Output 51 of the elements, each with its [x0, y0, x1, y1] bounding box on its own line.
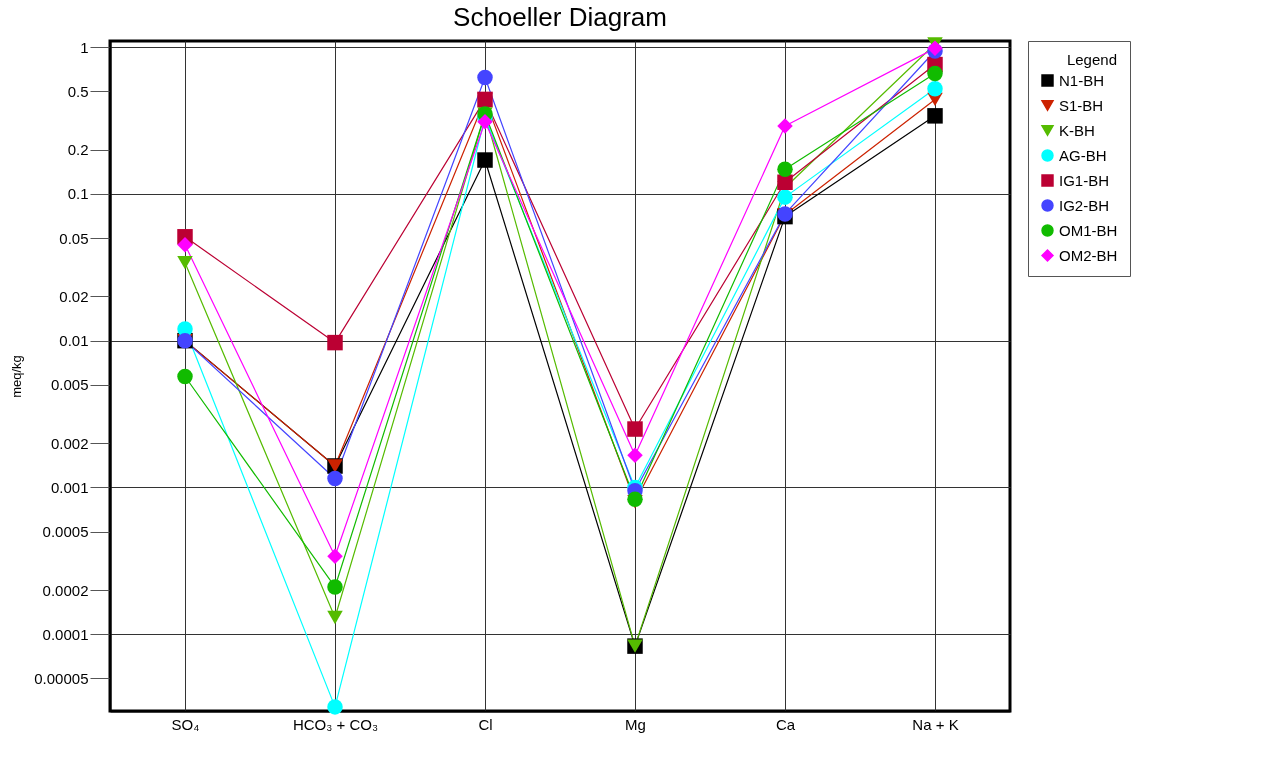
legend-label: OM1-BH — [1059, 221, 1118, 239]
y-tick-label: 0.05 — [59, 229, 89, 247]
y-axis-title: meq/kg — [9, 355, 25, 398]
point — [177, 368, 193, 385]
point — [327, 610, 343, 625]
point — [327, 470, 343, 487]
x-tick-label: HCO₃ + CO₃ — [292, 715, 379, 733]
point — [177, 255, 193, 270]
legend-label: K-BH — [1059, 121, 1095, 139]
x-tick-label: Mg — [625, 715, 646, 733]
point — [777, 118, 793, 134]
chart-title: Schoeller Diagram — [453, 2, 667, 33]
x-tick-label: Na + K — [912, 715, 959, 733]
legend-label: IG1-BH — [1059, 171, 1110, 189]
legend-title: Legend — [1066, 51, 1117, 68]
point — [177, 237, 193, 253]
y-tick-label: 0.02 — [59, 287, 89, 305]
point — [327, 548, 343, 564]
y-tick-label: 1 — [80, 38, 89, 56]
legend-label: OM2-BH — [1059, 246, 1118, 264]
point — [327, 699, 343, 715]
legend-label: IG2-BH — [1059, 196, 1110, 214]
y-tick-label: 0.00005 — [34, 669, 89, 687]
point — [477, 152, 493, 168]
point — [477, 69, 493, 86]
y-tick-label: 0.002 — [50, 434, 89, 452]
y-tick-label: 0.0002 — [42, 581, 89, 599]
point — [777, 189, 793, 205]
y-tick-label: 0.0001 — [42, 625, 89, 643]
point — [927, 108, 943, 124]
x-tick-label: Ca — [775, 715, 796, 733]
legend-label: AG-BH — [1059, 146, 1107, 164]
point — [477, 113, 493, 130]
y-tick-label: 0.2 — [67, 141, 89, 159]
y-tick-label: 0.005 — [50, 376, 89, 394]
point — [777, 161, 793, 178]
y-tick-label: 0.01 — [59, 332, 89, 350]
x-tick-label: SO₄ — [171, 715, 200, 733]
y-tick-label: 0.0005 — [42, 523, 89, 541]
point — [927, 81, 943, 97]
y-tick-label: 0.1 — [67, 185, 89, 203]
legend-label: N1-BH — [1059, 71, 1105, 89]
y-tick-label: 0.001 — [50, 478, 89, 496]
point — [327, 334, 343, 351]
x-tick-label: Cl — [478, 715, 493, 733]
point — [927, 65, 943, 82]
legend-label: S1-BH — [1059, 96, 1104, 114]
point — [627, 447, 643, 463]
point — [627, 421, 643, 437]
y-tick-label: 0.5 — [67, 82, 89, 100]
point — [327, 579, 343, 595]
